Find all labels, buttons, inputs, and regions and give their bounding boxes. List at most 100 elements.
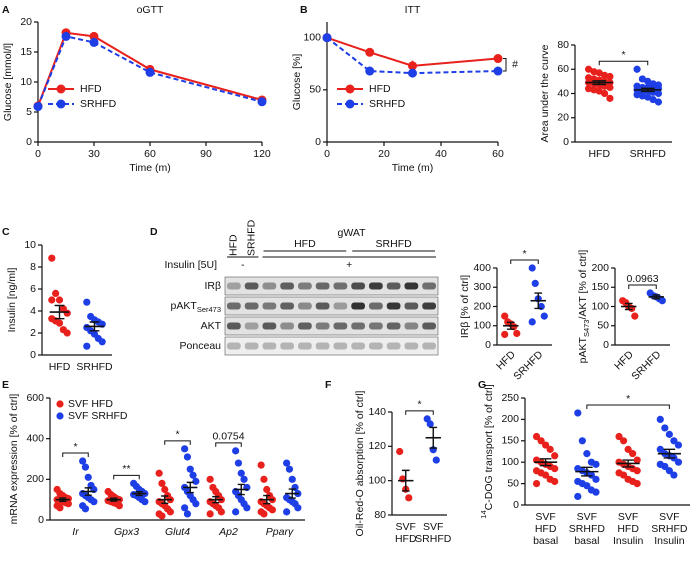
- dot: [79, 457, 87, 465]
- blot-band: [315, 342, 330, 350]
- y-tick-label: 0: [38, 514, 44, 526]
- y-tick-label: 200: [473, 300, 491, 312]
- blot-band: [386, 302, 401, 310]
- x-tick-label: SRHFD: [630, 148, 667, 160]
- legend-label: SVF HFD: [68, 398, 113, 410]
- legend-marker: [56, 84, 66, 94]
- y-tick-label: 50: [597, 320, 609, 332]
- y-axis-label: Area under the curve: [539, 44, 551, 142]
- error-bar: [288, 488, 296, 499]
- y-tick-label: 100: [368, 474, 386, 486]
- y-tick-label: 150: [591, 281, 609, 293]
- dot: [532, 432, 541, 441]
- dot: [531, 279, 539, 287]
- x-tick-label: HFD: [494, 348, 518, 372]
- dot: [64, 500, 72, 508]
- bracket: [113, 474, 140, 480]
- error-bar: [640, 87, 655, 93]
- x-tick-label: SVF HFD: [395, 521, 417, 545]
- y-axis-label: mRNA expression [% of ctrl]: [8, 394, 20, 525]
- dot: [615, 432, 623, 441]
- panel-letter: B: [300, 4, 308, 16]
- dot: [166, 508, 174, 516]
- y-tick-label: 20: [20, 16, 32, 28]
- dot: [240, 475, 248, 483]
- dot: [670, 437, 678, 445]
- error-bar: [534, 292, 543, 310]
- annotation: #: [512, 59, 518, 71]
- dot: [583, 450, 591, 458]
- blot-band: [227, 302, 241, 310]
- dot: [658, 297, 666, 305]
- error-bar: [186, 481, 194, 494]
- dot: [63, 329, 71, 337]
- y-axis-label: Oil-Red-O absorption [% of ctrl]: [354, 390, 366, 536]
- bracket: [598, 60, 649, 66]
- bracket: [164, 440, 191, 445]
- dot: [84, 473, 92, 481]
- dot: [654, 98, 663, 106]
- error-bar: [506, 321, 515, 330]
- y-tick-label: 4: [30, 305, 36, 317]
- blot-band: [404, 342, 419, 350]
- legend-label: HFD: [369, 83, 391, 95]
- lane-label: SRHFD: [245, 219, 257, 256]
- marker: [408, 68, 417, 78]
- x-axis-label: Time (m): [129, 162, 171, 174]
- dot: [237, 469, 245, 477]
- dot: [81, 505, 90, 513]
- annotation: 0.0754: [212, 431, 244, 443]
- marker: [365, 66, 375, 76]
- treatment-level: +: [346, 259, 352, 271]
- y-tick-label: 300: [473, 281, 491, 293]
- x-tick-label: SVF HFD Insulin: [613, 511, 644, 547]
- x-tick-label: Glut4: [165, 526, 190, 538]
- dot: [540, 312, 548, 320]
- dot: [551, 452, 559, 460]
- dot: [55, 319, 64, 327]
- text-line: SRHFD: [569, 523, 606, 535]
- y-axis-label: Glucose [mmol/l]: [2, 43, 14, 121]
- blot-band: [227, 342, 241, 350]
- bracket: [628, 284, 657, 290]
- dot: [63, 309, 71, 317]
- text-part: Ser473: [197, 305, 221, 314]
- dot: [283, 459, 291, 467]
- x-tick-label: 60: [144, 148, 156, 160]
- bracket: [586, 404, 670, 409]
- panel-letter: D: [150, 226, 158, 238]
- dot: [217, 508, 225, 516]
- y-tick-label: 50: [507, 477, 519, 489]
- dot: [661, 462, 669, 471]
- bracket: [510, 259, 539, 264]
- blot-band: [351, 302, 365, 310]
- text-line: HFD: [535, 523, 557, 535]
- x-tick-label: 120: [253, 148, 271, 160]
- y-tick-label: 0: [485, 339, 491, 351]
- dot: [186, 465, 194, 473]
- blot-band: [244, 302, 259, 310]
- dot: [592, 488, 600, 496]
- error-bar: [89, 321, 100, 332]
- dot: [155, 469, 163, 477]
- text-part: pAKT: [577, 336, 589, 363]
- blot-frame: [224, 296, 439, 316]
- panel-letter: G: [478, 379, 486, 391]
- dot: [537, 437, 545, 445]
- dot: [606, 72, 614, 81]
- y-tick-label: 40: [557, 87, 569, 99]
- text-line: Insulin: [654, 535, 685, 547]
- dot: [90, 498, 98, 506]
- dot: [243, 504, 251, 512]
- error-bar: [135, 491, 143, 497]
- blot-band: [315, 282, 330, 290]
- blot-band: [386, 282, 401, 290]
- blot-band: [280, 282, 294, 290]
- dot: [670, 471, 678, 479]
- y-tick-label: 80: [374, 509, 386, 521]
- dot: [633, 456, 641, 464]
- blot-band: [422, 342, 436, 350]
- dot: [619, 471, 628, 479]
- marker: [33, 102, 43, 112]
- blot-band: [315, 302, 330, 310]
